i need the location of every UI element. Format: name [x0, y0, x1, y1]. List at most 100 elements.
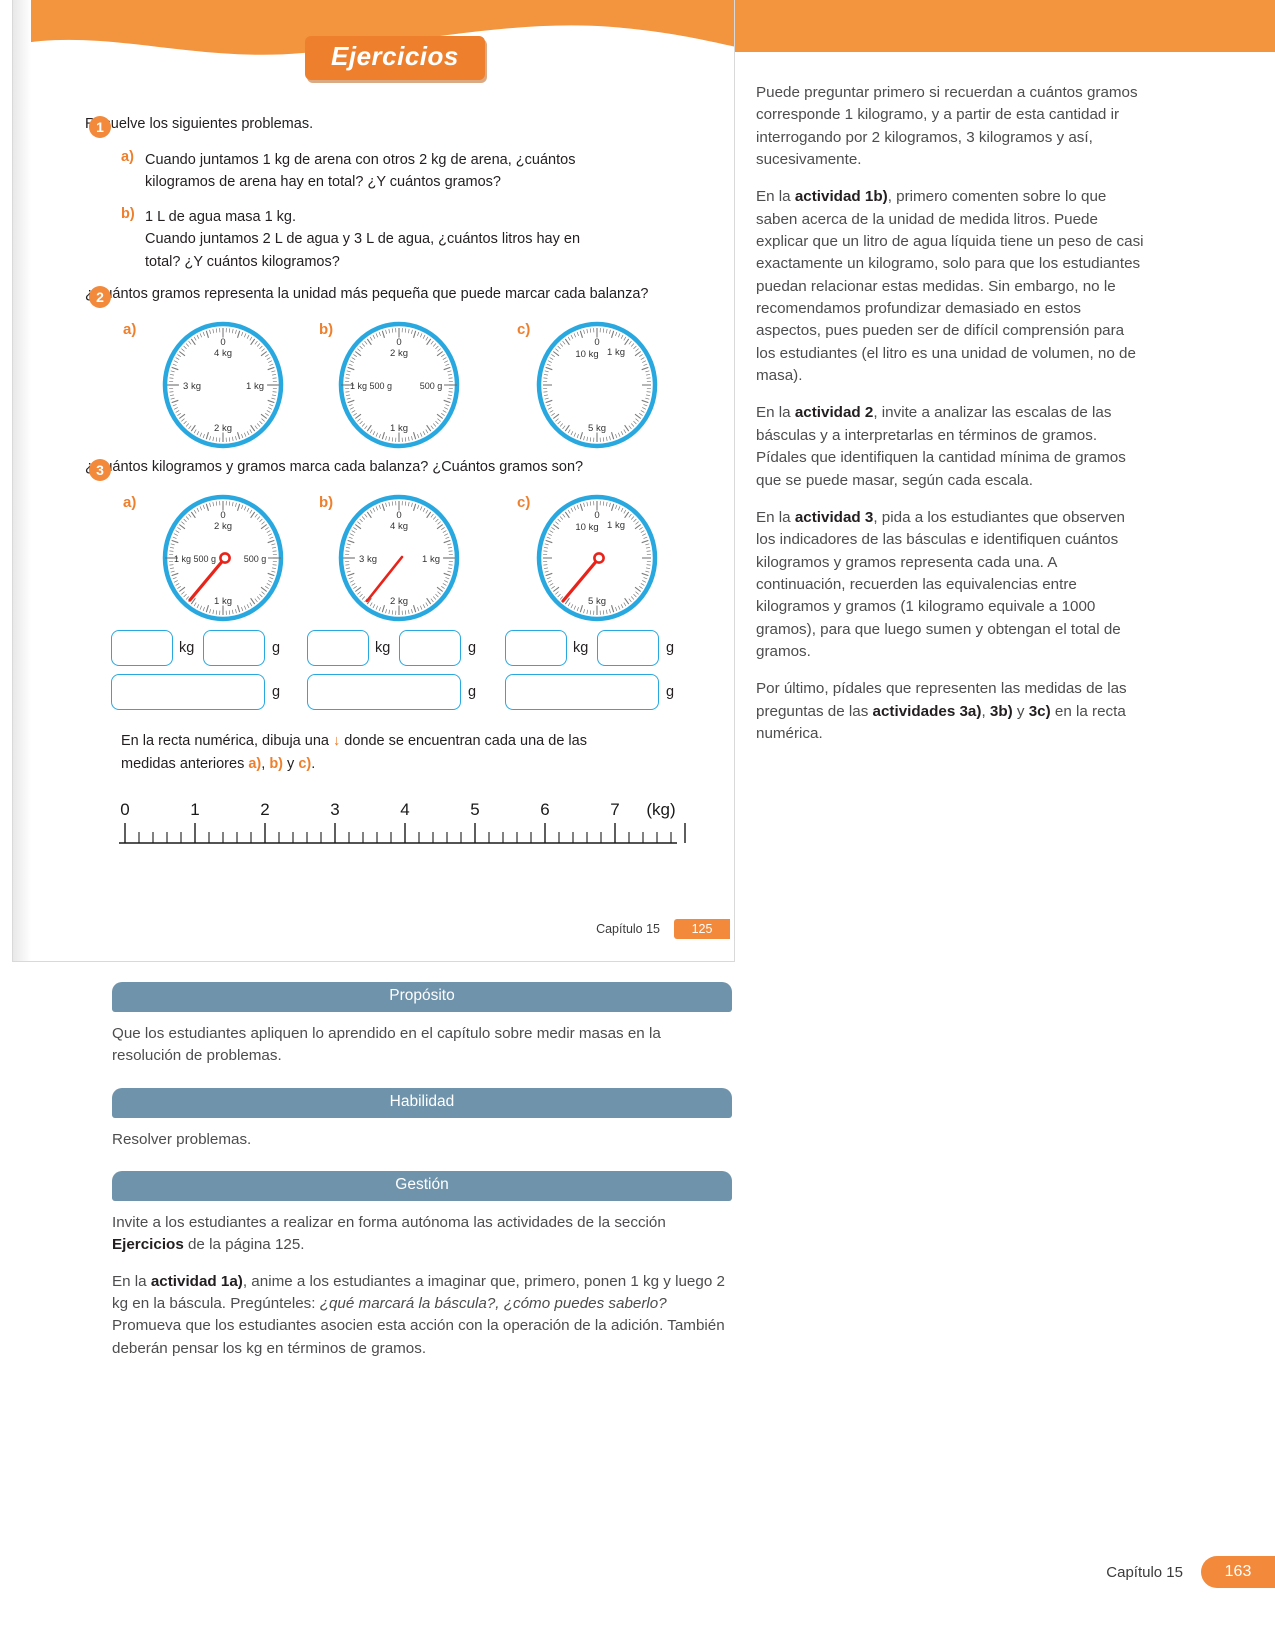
sub-label-b: b)	[121, 205, 135, 222]
svg-text:0: 0	[220, 510, 225, 521]
question-1-row: 1 Resuelve los siguientes problemas.	[13, 114, 734, 138]
svg-text:1 kg: 1 kg	[390, 423, 408, 434]
answer-box-3a-kg[interactable]	[111, 630, 173, 667]
rp4-bold: actividad 3	[794, 508, 874, 526]
unit-label-g: g	[272, 684, 281, 701]
question-number-badge: 3	[89, 459, 111, 482]
question-3-row: 3 ¿Cuántos kilogramos y gramos marca cad…	[13, 457, 734, 482]
svg-text:2 kg: 2 kg	[214, 521, 232, 532]
rp2-pre: En la	[756, 188, 795, 206]
sub-label-a: a)	[121, 149, 134, 166]
scale-dial-2b: 0 2 kg 1 kg 500 g 500 g 1 kg	[335, 321, 463, 456]
q1a-line1: Cuando juntamos 1 kg de arena con otros …	[145, 152, 576, 169]
svg-text:500 g: 500 g	[244, 554, 267, 564]
svg-text:0: 0	[396, 510, 401, 521]
unit-label-g: g	[468, 684, 477, 701]
svg-text:3: 3	[330, 800, 339, 819]
answer-box-3c-total-g[interactable]	[505, 674, 659, 711]
svg-text:1: 1	[190, 800, 199, 819]
unit-label-kg: kg	[375, 640, 391, 657]
svg-text:7: 7	[610, 800, 619, 819]
ref-b: b)	[269, 755, 284, 772]
dial-letter-a: a)	[123, 321, 137, 339]
unit-label-g: g	[666, 640, 675, 657]
period: .	[311, 755, 316, 772]
q1b-line2: Cuando juntamos 2 L de agua y 3 L de agu…	[145, 231, 581, 248]
needle	[188, 556, 227, 602]
right-paragraph-2: En la actividad 1b), primero comenten so…	[756, 186, 1146, 387]
rp5-mid2: y	[1012, 702, 1029, 720]
rp4-pre: En la	[756, 508, 795, 526]
svg-text:1 kg: 1 kg	[422, 554, 440, 565]
answer-box-3a-total-g[interactable]	[111, 674, 265, 711]
rp5-bold3: 3c)	[1028, 702, 1051, 720]
bottom-footer-chapter: Capítulo 15	[1106, 1563, 1183, 1581]
question-1-text: Resuelve los siguientes problemas.	[85, 116, 314, 132]
book-page-footer: Capítulo 15 125	[13, 919, 734, 939]
rp5-bold: actividades 3a)	[872, 702, 982, 720]
scale-dial-3a: 0 2 kg 1 kg 500 g 500 g 1 kg	[159, 494, 287, 629]
answer-box-3c-g[interactable]	[597, 630, 659, 667]
book-footer-page-pill: 125	[674, 919, 730, 939]
answer-boxes-area: kg g g kg g g kg g g	[13, 628, 734, 724]
question-number-badge: 1	[89, 116, 111, 138]
rp2-bold: actividad 1b)	[794, 188, 888, 206]
rp3-post: , invite a analizar las escalas de las b…	[756, 404, 1126, 489]
svg-text:1 kg: 1 kg	[607, 347, 625, 358]
question-2-row: 2 ¿Cuántos gramos representa la unidad m…	[13, 284, 734, 309]
scale-dial-3c: 0 10 kg 1 kg 5 kg	[533, 494, 661, 629]
svg-text:(kg): (kg)	[646, 800, 675, 819]
rp4-post: , pida a los estudiantes que observen lo…	[756, 508, 1125, 660]
q1b-line1: 1 L de agua masa 1 kg.	[145, 208, 297, 225]
rp5-bold2: 3b)	[989, 702, 1013, 720]
svg-text:500 g: 500 g	[420, 381, 443, 391]
q1a-line2: kilogramos de arena hay en total? ¿Y cuá…	[145, 174, 501, 191]
page-spine-shadow	[13, 0, 31, 961]
g2-post: Promueva que los estudiantes asocien est…	[112, 1317, 725, 1357]
svg-text:5: 5	[470, 800, 479, 819]
down-arrow-icon: ↓	[333, 733, 341, 750]
question-1b-row: b) 1 L de agua masa 1 kg. Cuando juntamo…	[13, 205, 734, 273]
dial-letter-c: c)	[517, 321, 531, 339]
q1b-line3: total? ¿Y cuántos kilogramos?	[145, 253, 340, 270]
svg-text:1 kg: 1 kg	[607, 520, 625, 531]
right-paragraph-3: En la actividad 2, invite a analizar las…	[756, 402, 1146, 491]
teacher-guide-sections: Propósito Que los estudiantes apliquen l…	[112, 982, 732, 1374]
proposito-body: Que los estudiantes apliquen lo aprendid…	[112, 1025, 661, 1065]
svg-text:1 kg 500 g: 1 kg 500 g	[350, 381, 392, 391]
svg-text:0: 0	[594, 337, 599, 348]
gestion-paragraph-2: En la actividad 1a), anime a los estudia…	[112, 1271, 732, 1360]
question-1b-text: 1 L de agua masa 1 kg. Cuando juntamos 2…	[145, 206, 580, 273]
answer-box-3b-kg[interactable]	[307, 630, 369, 667]
number-line-ruler: 0 1 2 3 4 5 6 7 (kg)	[13, 793, 734, 860]
question-3-dials: a) b) c) 0 2 kg 1 kg 500 g 500 g 1 kg	[13, 488, 734, 629]
rp3-pre: En la	[756, 404, 795, 422]
page-bottom-footer: Capítulo 15 163	[1106, 1556, 1275, 1588]
svg-text:0: 0	[396, 337, 401, 348]
habilidad-body: Resolver problemas.	[112, 1130, 252, 1148]
question-1a-row: a) Cuando juntamos 1 kg de arena con otr…	[13, 149, 734, 194]
right-column-notes: Puede preguntar primero si recuerdan a c…	[756, 82, 1146, 760]
answer-box-3a-g[interactable]	[203, 630, 265, 667]
svg-text:0: 0	[220, 337, 225, 348]
rp5-mid: ,	[981, 702, 990, 720]
answer-box-3b-g[interactable]	[399, 630, 461, 667]
ref-a: a)	[248, 755, 262, 772]
numberline-instruction: En la recta numérica, dibuja una ↓ donde…	[121, 733, 587, 772]
rp5-post: en la recta numérica.	[756, 702, 1126, 742]
right-paragraph-5: Por último, pídales que representen las …	[756, 678, 1146, 745]
svg-text:1 kg: 1 kg	[246, 381, 264, 392]
unit-label-g: g	[666, 684, 675, 701]
dial-letter-b: b)	[319, 321, 334, 339]
section-header-proposito: Propósito	[112, 982, 732, 1012]
question-2-text: ¿Cuántos gramos representa la unidad más…	[85, 286, 649, 303]
g1-post: de la página 125.	[183, 1236, 305, 1254]
question-2-dials: a) b) c) 0 4 kg 3 kg 1 kg 2 kg	[13, 315, 734, 456]
answer-box-3c-kg[interactable]	[505, 630, 567, 667]
svg-text:4 kg: 4 kg	[390, 521, 408, 532]
scale-dial-2a: 0 4 kg 3 kg 1 kg 2 kg	[159, 321, 287, 456]
answer-box-3b-total-g[interactable]	[307, 674, 461, 711]
right-paragraph-4: En la actividad 3, pida a los estudiante…	[756, 507, 1146, 663]
svg-text:6: 6	[540, 800, 549, 819]
dial-letter-b: b)	[319, 494, 334, 512]
